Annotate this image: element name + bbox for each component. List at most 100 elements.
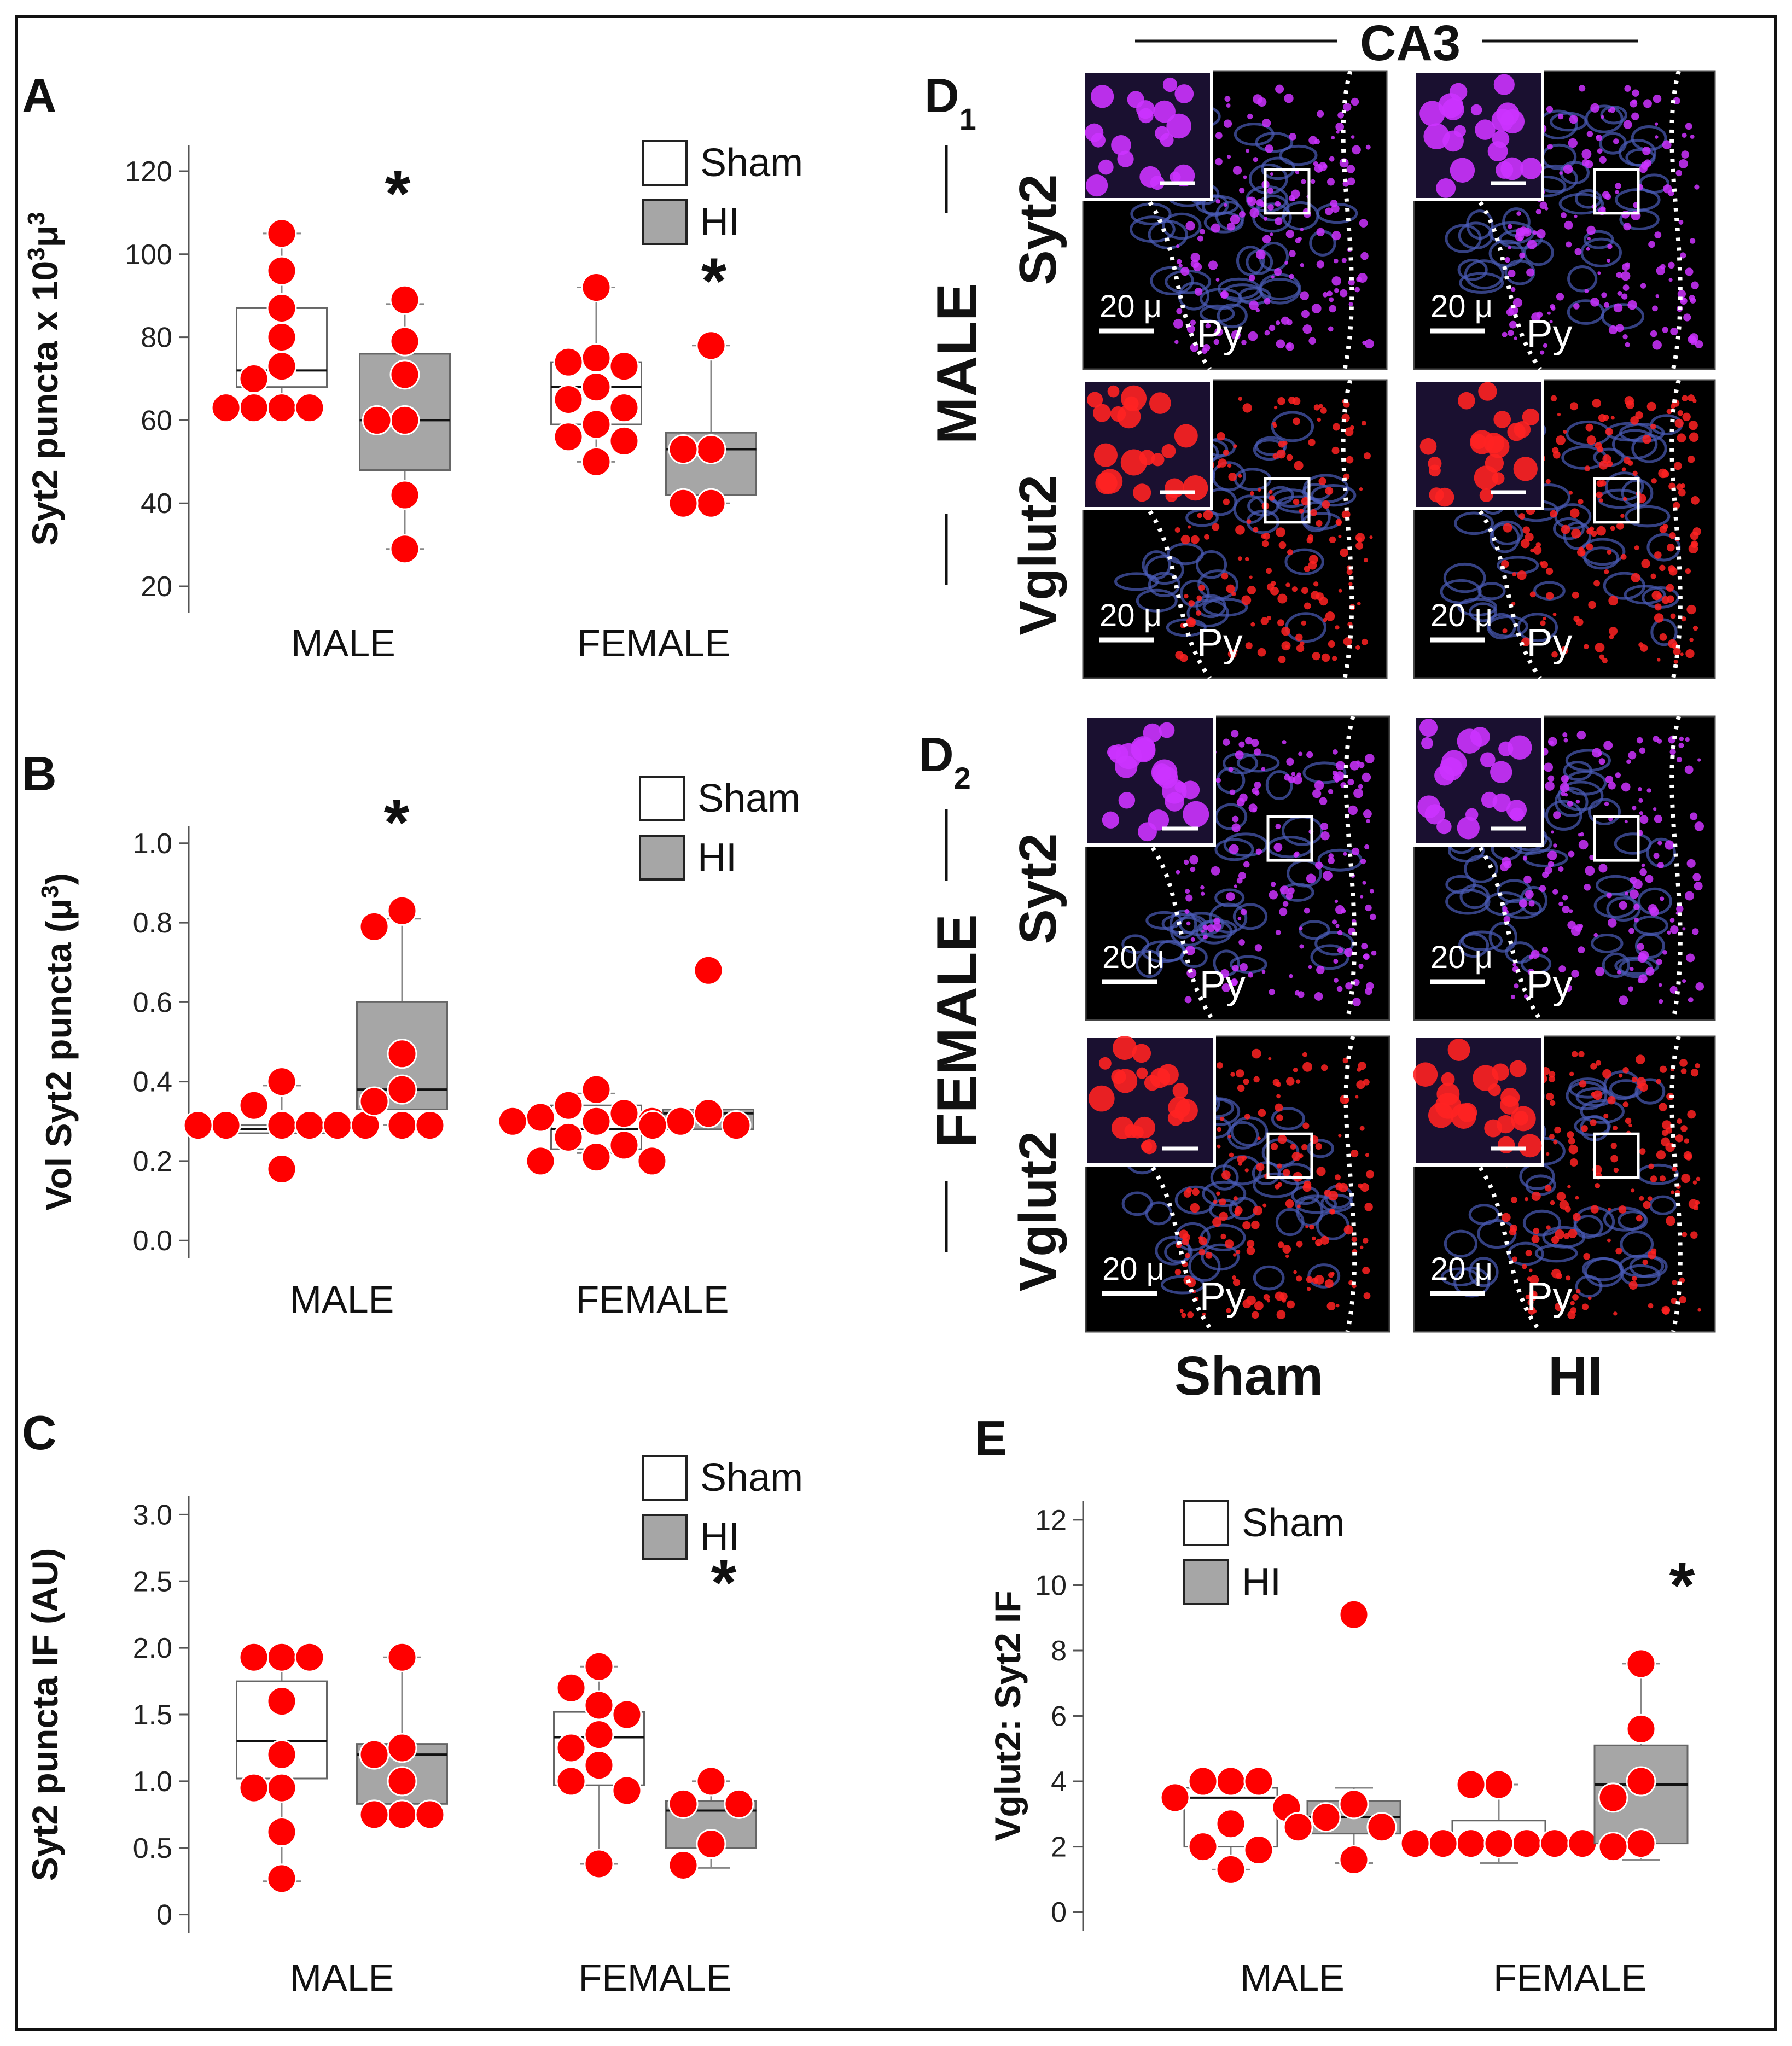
puncta-mark: [1324, 1189, 1331, 1197]
puncta-mark: [1562, 732, 1568, 738]
puncta-mark: [1236, 1069, 1244, 1078]
puncta-mark: [1646, 401, 1656, 411]
puncta-mark: [1312, 1277, 1319, 1284]
puncta-mark: [1598, 758, 1605, 765]
data-point: [612, 1699, 642, 1730]
inset-puncta: [1107, 385, 1120, 398]
puncta-mark: [1223, 203, 1227, 207]
puncta-mark: [1569, 909, 1573, 913]
puncta-mark: [1300, 228, 1304, 231]
puncta-mark: [1585, 866, 1595, 876]
nucleus-shape: [1614, 956, 1660, 975]
puncta-mark: [1539, 885, 1546, 892]
puncta-mark: [1290, 1144, 1296, 1150]
inset-puncta: [1151, 759, 1178, 786]
puncta-mark: [1602, 414, 1609, 421]
puncta-mark: [1542, 871, 1549, 878]
data-point: [1483, 1828, 1514, 1859]
puncta-mark: [1348, 279, 1355, 286]
puncta-mark: [1286, 757, 1294, 766]
puncta-mark: [1198, 1236, 1203, 1240]
puncta-mark: [1689, 432, 1699, 442]
puncta-mark: [1241, 1155, 1247, 1161]
puncta-mark: [1355, 1095, 1359, 1099]
puncta-mark: [1574, 214, 1578, 218]
puncta-mark: [1515, 232, 1525, 242]
inset-puncta: [1510, 1106, 1536, 1132]
inset-puncta: [1157, 1064, 1179, 1086]
nucleus-shape: [1195, 550, 1227, 579]
puncta-mark: [1522, 856, 1528, 861]
puncta-mark: [1621, 271, 1631, 281]
nucleus-shape: [1440, 1267, 1479, 1287]
data-point: [1456, 1769, 1486, 1800]
y-tick-label: 8: [1051, 1635, 1067, 1667]
puncta-mark: [1523, 875, 1532, 884]
puncta-mark: [1298, 751, 1303, 756]
puncta-mark: [1604, 569, 1609, 575]
puncta-mark: [1569, 1071, 1574, 1076]
puncta-mark: [1598, 864, 1608, 873]
nucleus-shape: [1214, 838, 1254, 861]
puncta-mark: [1276, 1310, 1286, 1320]
puncta-mark: [1509, 1228, 1517, 1236]
pyramidal-layer-label: Py: [1526, 1275, 1572, 1319]
puncta-mark: [1320, 407, 1327, 414]
data-point: [665, 1106, 696, 1136]
puncta-mark: [1673, 648, 1681, 656]
puncta-mark: [1362, 772, 1371, 782]
puncta-mark: [1343, 637, 1352, 646]
puncta-mark: [1196, 610, 1202, 616]
puncta-mark: [1186, 921, 1191, 926]
data-point: [359, 1739, 389, 1770]
puncta-mark: [1226, 155, 1231, 159]
puncta-mark: [1214, 328, 1223, 336]
puncta-mark: [1247, 1240, 1255, 1248]
y-axis-label: Syt2 puncta IF (AU): [25, 1548, 65, 1881]
puncta-mark: [1335, 1182, 1343, 1191]
puncta-mark: [1625, 342, 1630, 347]
puncta-mark: [1257, 648, 1266, 657]
puncta-mark: [1607, 1238, 1611, 1243]
scale-bar-label: 20 μ: [1102, 940, 1165, 975]
pyramidal-layer-label: Py: [1526, 621, 1572, 665]
data-point: [637, 1110, 668, 1141]
inset-puncta: [1470, 104, 1482, 116]
puncta-mark: [1668, 639, 1677, 648]
nucleus-shape: [1136, 588, 1178, 613]
puncta-mark: [1624, 820, 1628, 824]
puncta-mark: [1190, 319, 1196, 325]
y-tick-label: 12: [1035, 1505, 1067, 1536]
puncta-mark: [1684, 1138, 1690, 1144]
puncta-mark: [1212, 1217, 1222, 1227]
box-hi-male: [356, 895, 448, 1141]
puncta-mark: [1545, 1185, 1552, 1192]
puncta-mark: [1676, 483, 1683, 491]
puncta-mark: [1263, 1294, 1270, 1301]
puncta-mark: [1682, 1232, 1688, 1238]
puncta-mark: [1528, 900, 1535, 907]
puncta-mark: [1636, 1077, 1646, 1087]
puncta-mark: [1277, 619, 1284, 627]
y-label-text: Vglut2: Syt2 IF: [987, 1590, 1028, 1841]
nucleus-shape: [1563, 521, 1592, 550]
puncta-mark: [1593, 932, 1598, 937]
puncta-mark: [1631, 1188, 1635, 1193]
puncta-mark: [1638, 798, 1643, 803]
puncta-mark: [1658, 999, 1663, 1004]
puncta-mark: [1275, 84, 1284, 94]
puncta-mark: [1609, 627, 1618, 636]
panel-label-d2: D2: [919, 727, 971, 795]
puncta-mark: [1502, 628, 1508, 634]
puncta-mark: [1308, 965, 1312, 969]
data-point: [266, 1773, 297, 1803]
puncta-mark: [1645, 967, 1655, 976]
puncta-mark: [1291, 586, 1298, 592]
puncta-mark: [1333, 774, 1340, 782]
data-point: [359, 1086, 389, 1117]
puncta-mark: [1559, 1200, 1569, 1210]
inset-puncta: [1115, 755, 1138, 778]
puncta-mark: [1270, 232, 1273, 236]
nucleus-shape: [1302, 761, 1347, 784]
